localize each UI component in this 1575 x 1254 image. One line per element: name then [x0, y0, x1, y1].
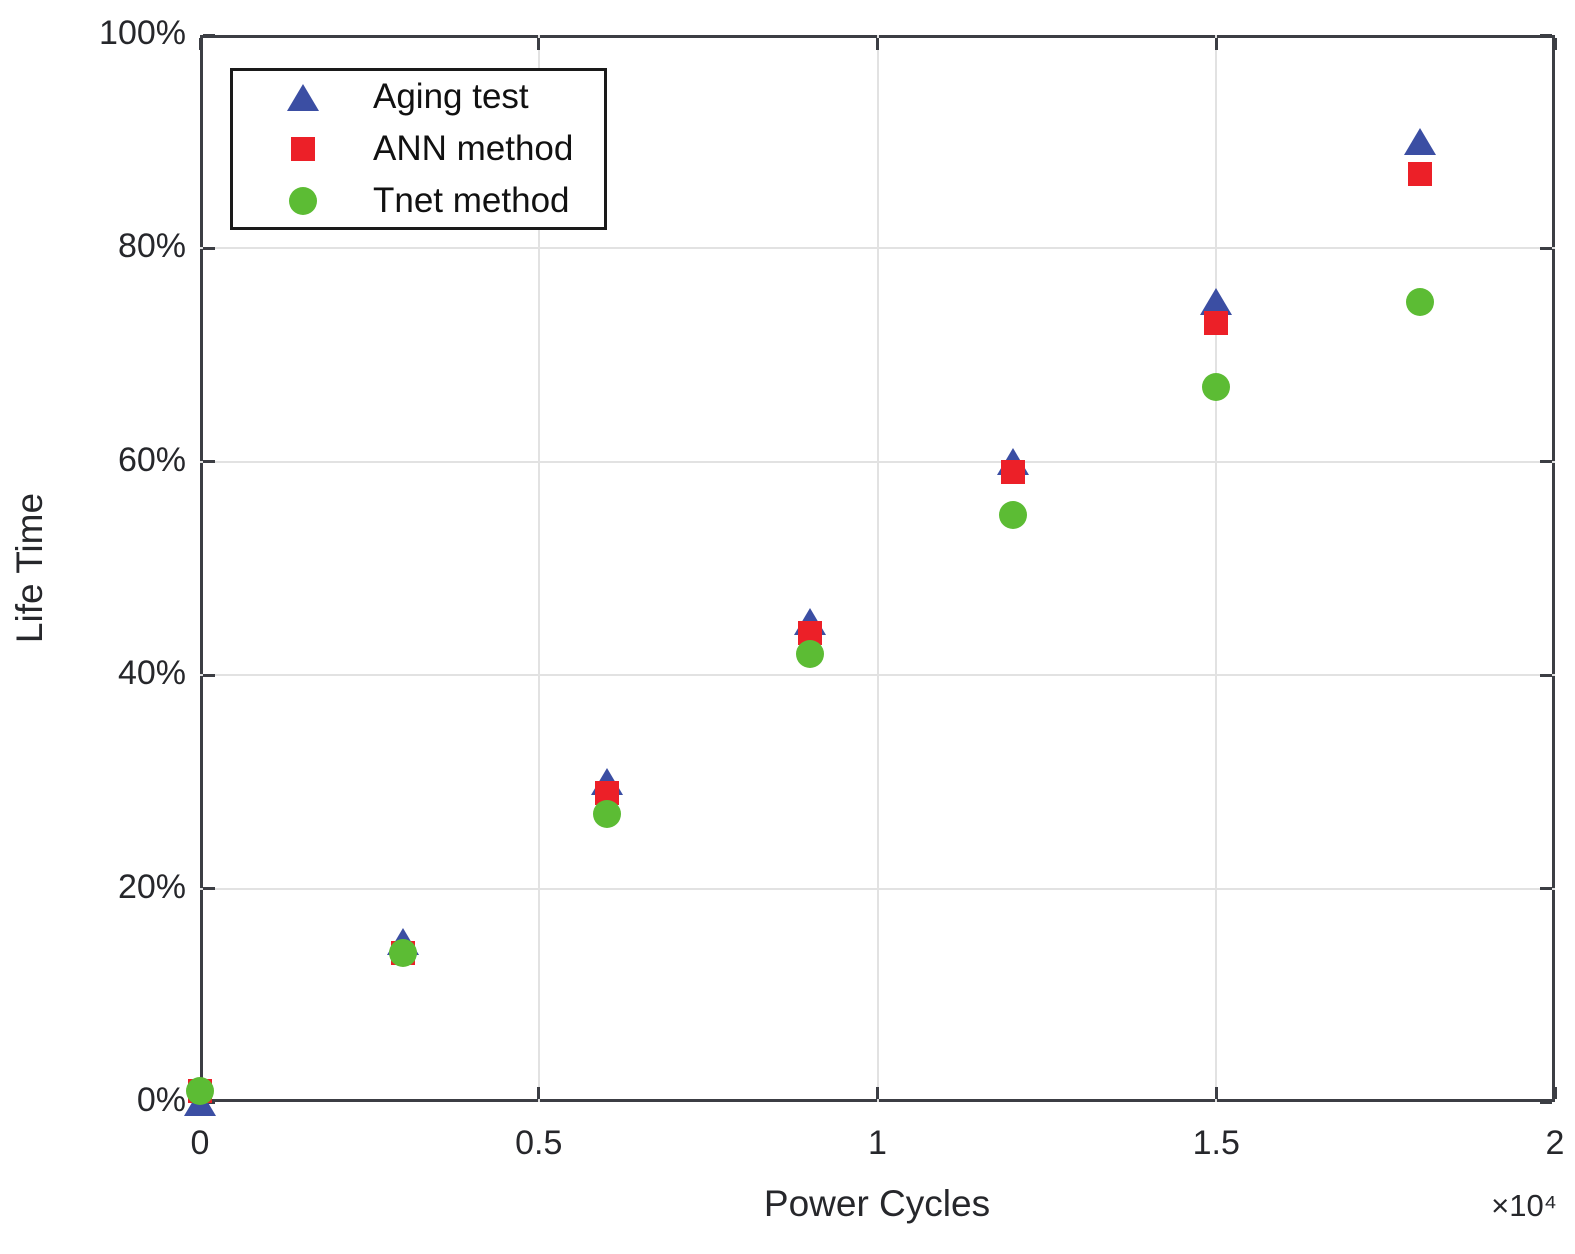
y-tick-label: 100%: [99, 14, 186, 52]
legend-item-tnet-method: Tnet method: [233, 175, 604, 227]
marker-tnet-method-3: [795, 639, 824, 668]
x-tick-label: 0.5: [515, 1124, 563, 1162]
x-tick-top: [1214, 38, 1218, 50]
circle-marker-glyph: [289, 187, 317, 215]
gridline-y-80%: [200, 247, 1555, 250]
x-tick: [876, 1087, 879, 1099]
y-tick: [203, 246, 215, 250]
x-tick-top: [876, 38, 879, 50]
gridline-y-40%: [200, 674, 1555, 677]
marker-ann-method-6: [1407, 161, 1432, 186]
x-tick-label: 2: [1545, 1124, 1565, 1162]
x-tick-top: [198, 38, 202, 50]
x-tick-top: [537, 38, 541, 50]
marker-tnet-method-2: [592, 799, 621, 828]
legend-label: ANN method: [373, 129, 574, 168]
y-tick-right: [1540, 246, 1552, 250]
x-tick-label: 1: [868, 1124, 887, 1162]
marker-tnet-method-1: [389, 938, 418, 967]
y-tick: [203, 887, 215, 891]
x-tick: [1553, 1087, 1557, 1099]
y-tick-right: [1540, 1100, 1552, 1104]
y-tick-label: 80%: [117, 227, 186, 266]
square-marker-icon: [233, 137, 373, 161]
gridline-y-60%: [200, 460, 1555, 463]
marker-tnet-method-0: [186, 1077, 214, 1106]
y-tick-label: 40%: [117, 654, 186, 693]
y-tick-right: [1540, 33, 1552, 37]
x-tick-label: 1.5: [1192, 1124, 1240, 1162]
triangle-marker-glyph: [287, 83, 319, 111]
triangle-marker-icon: [233, 83, 373, 111]
y-tick: [203, 33, 215, 37]
x-tick-top: [1553, 38, 1557, 50]
legend-item-aging-test: Aging test: [233, 71, 604, 123]
x-axis-exponent-label: ×10⁴: [1491, 1188, 1557, 1223]
legend-label: Tnet method: [373, 181, 570, 220]
y-tick-right: [1540, 460, 1552, 464]
marker-tnet-method-6: [1405, 287, 1434, 316]
y-axis-label: Life Time: [9, 492, 50, 644]
marker-ann-method-4: [1001, 460, 1025, 485]
y-tick: [203, 673, 215, 677]
marker-tnet-method-4: [999, 501, 1027, 530]
y-tick-right: [1540, 887, 1552, 891]
legend-item-ann-method: ANN method: [233, 123, 604, 175]
gridline-y-20%: [200, 887, 1555, 890]
marker-aging-test-6: [1403, 128, 1436, 156]
x-tick-label: 0: [190, 1124, 210, 1162]
legend-label: Aging test: [373, 77, 529, 116]
circle-marker-icon: [233, 187, 373, 215]
x-tick: [1214, 1087, 1218, 1099]
marker-ann-method-5: [1204, 311, 1229, 336]
legend: Aging test ANN method Tnet method: [230, 68, 607, 230]
gridline-x-1: [876, 35, 879, 1102]
x-axis-label: Power Cycles: [763, 1183, 991, 1224]
y-tick-label: 0%: [136, 1081, 186, 1119]
square-marker-glyph: [291, 137, 315, 161]
y-tick-label: 20%: [117, 867, 186, 906]
marker-aging-test-5: [1200, 288, 1233, 316]
x-tick: [537, 1087, 541, 1099]
marker-tnet-method-5: [1202, 373, 1231, 402]
y-tick-right: [1540, 673, 1552, 677]
gridline-x-1.5: [1215, 35, 1218, 1102]
y-tick-label: 60%: [117, 440, 186, 479]
gridline-x-0.5: [537, 35, 540, 1102]
y-tick: [203, 460, 215, 464]
